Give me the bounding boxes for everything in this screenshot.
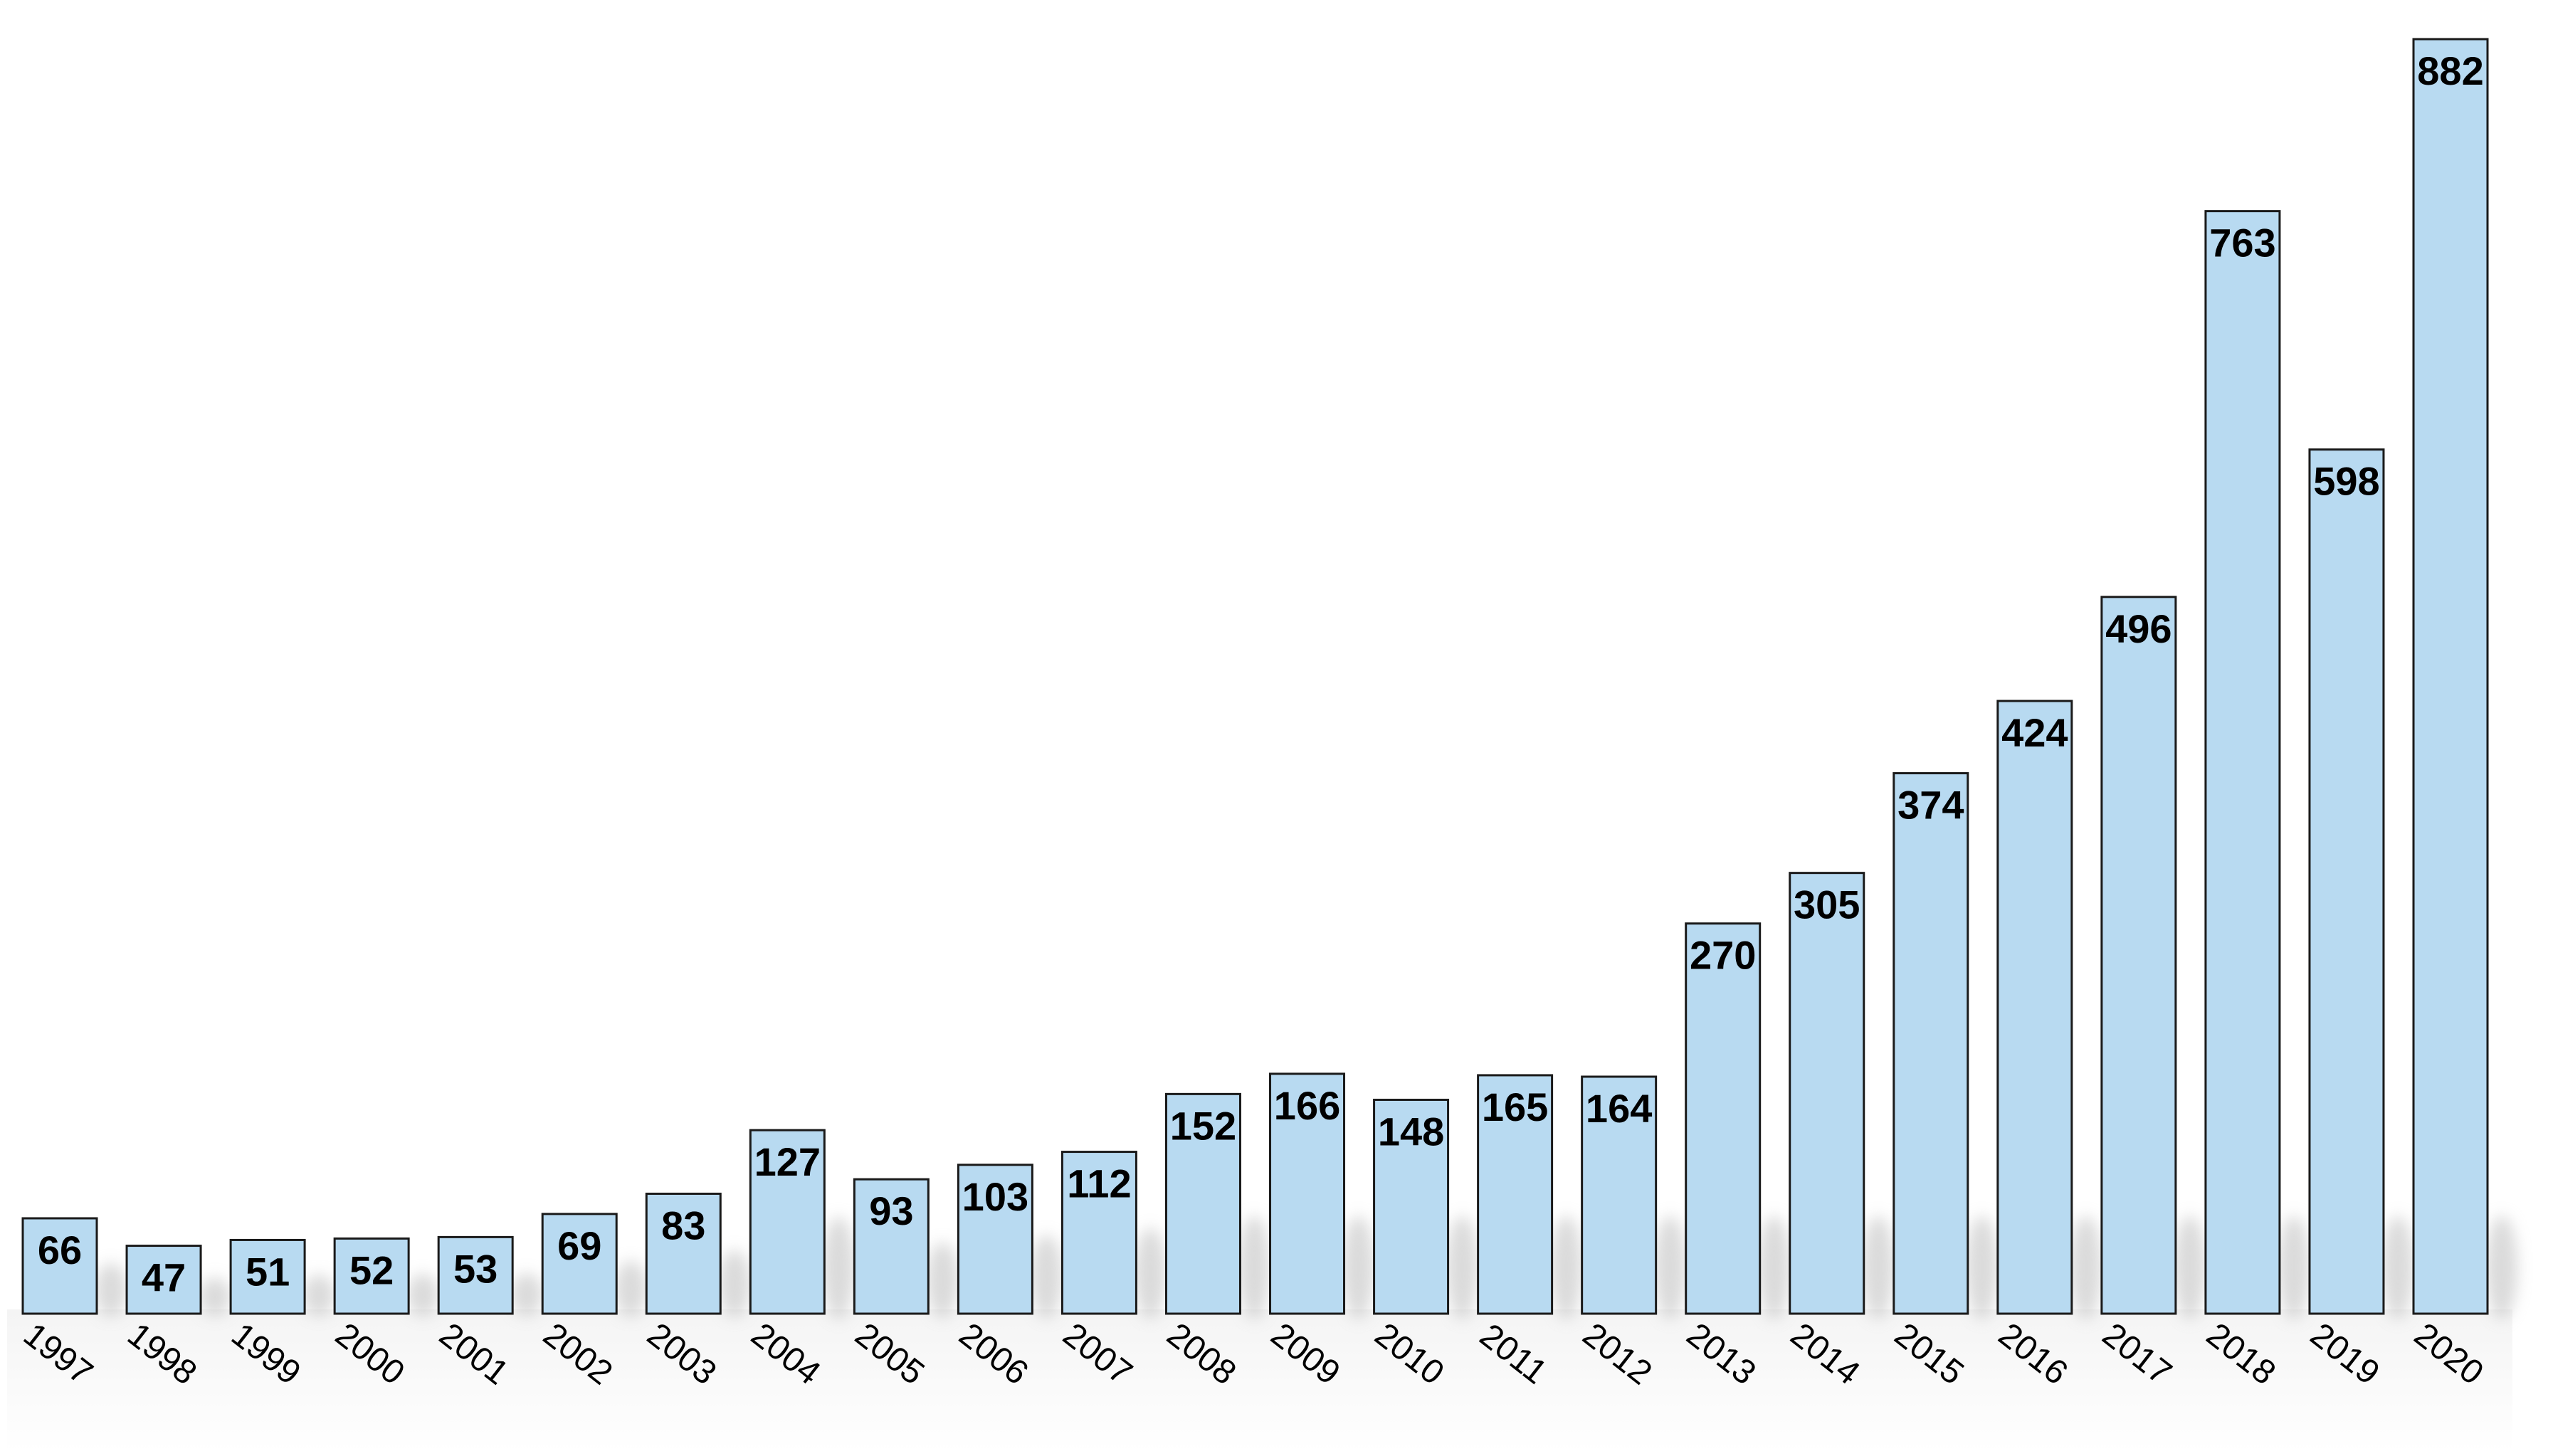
bar-value-label: 103 [962,1174,1028,1219]
bar [1164,1092,1241,1315]
bar [1269,1072,1346,1315]
bar-value-label: 374 [1897,783,1964,828]
bar-shadow [1758,1215,1790,1319]
bar-value-label: 598 [2313,459,2379,504]
bar [229,1238,306,1315]
bar-shadow [927,1242,959,1318]
bar-shadow [303,1275,335,1317]
bar-shadow [2070,1215,2102,1319]
bar [957,1164,1033,1315]
bar-shadow [1135,1228,1167,1319]
bar-value-label: 52 [349,1247,394,1292]
bar-shadow [2174,1215,2206,1319]
bar-shadow [2486,1215,2517,1319]
bar-shadow [2278,1215,2310,1319]
bar-value-label: 47 [142,1255,186,1300]
bar-shadow [199,1277,231,1316]
bar-value-label: 112 [1067,1161,1131,1206]
bar [1581,1075,1658,1315]
bar-value-label: 882 [2417,48,2483,93]
bar-shadow [1966,1215,1998,1319]
bar [333,1237,410,1315]
bars [21,38,2489,1315]
bar [2412,38,2489,1315]
bar-value-label: 83 [661,1203,705,1247]
bar-value-label: 166 [1274,1083,1340,1128]
bar [437,1235,514,1315]
bar [1477,1074,1554,1315]
bar-shadows [95,1215,2517,1319]
bar-shadow [823,1216,855,1319]
bar-value-label: 164 [1586,1086,1652,1131]
bar [2308,448,2385,1315]
bar-value-label: 69 [557,1223,601,1268]
bar [1373,1098,1450,1315]
bar-shadow [1342,1215,1374,1319]
bar-value-label: 51 [246,1249,290,1294]
bar-value-label: 152 [1170,1103,1236,1148]
bar [645,1192,722,1315]
bar [749,1129,826,1315]
bar [853,1178,930,1315]
bar-value-label: 496 [2105,606,2172,651]
bar-value-label: 93 [869,1188,913,1233]
bar-shadow [1550,1215,1582,1319]
bar-value-label: 53 [453,1246,498,1291]
bar-shadow [1238,1215,1270,1319]
bar [1996,700,2073,1315]
bar [1060,1151,1137,1315]
bar [541,1213,618,1315]
bar [1789,872,1865,1315]
bar [2204,210,2281,1315]
bar-value-label: 148 [1378,1109,1444,1154]
bar-shadow [511,1272,543,1317]
bar-value-label: 424 [2001,710,2068,755]
bar-shadow [1446,1215,1478,1319]
bar [21,1217,98,1315]
bar-shadow [95,1262,127,1317]
bar-value-label: 66 [38,1228,82,1272]
bar-value-label: 270 [1690,933,1756,978]
bar-value-label: 165 [1482,1085,1548,1129]
data-labels: 66 47 51 52 53 69 83 127 93 103 112 152 166 148 165 164… [38,48,2484,1300]
bar-shadow [719,1250,751,1318]
bar-shadow [615,1260,647,1317]
bar-shadow [407,1274,439,1317]
bar-shadow [1654,1215,1686,1319]
bar-shadow [1862,1215,1894,1319]
bar-value-label: 127 [754,1139,821,1184]
bar-shadow [1031,1235,1063,1319]
bar-value-label: 305 [1794,882,1860,927]
bar [2100,596,2177,1315]
bar-value-label: 763 [2209,221,2275,265]
bar-shadow [2381,1215,2413,1319]
plot-floor [7,1309,2512,1452]
bar [125,1245,202,1315]
bar [1685,922,1762,1315]
bar [1893,772,1969,1315]
